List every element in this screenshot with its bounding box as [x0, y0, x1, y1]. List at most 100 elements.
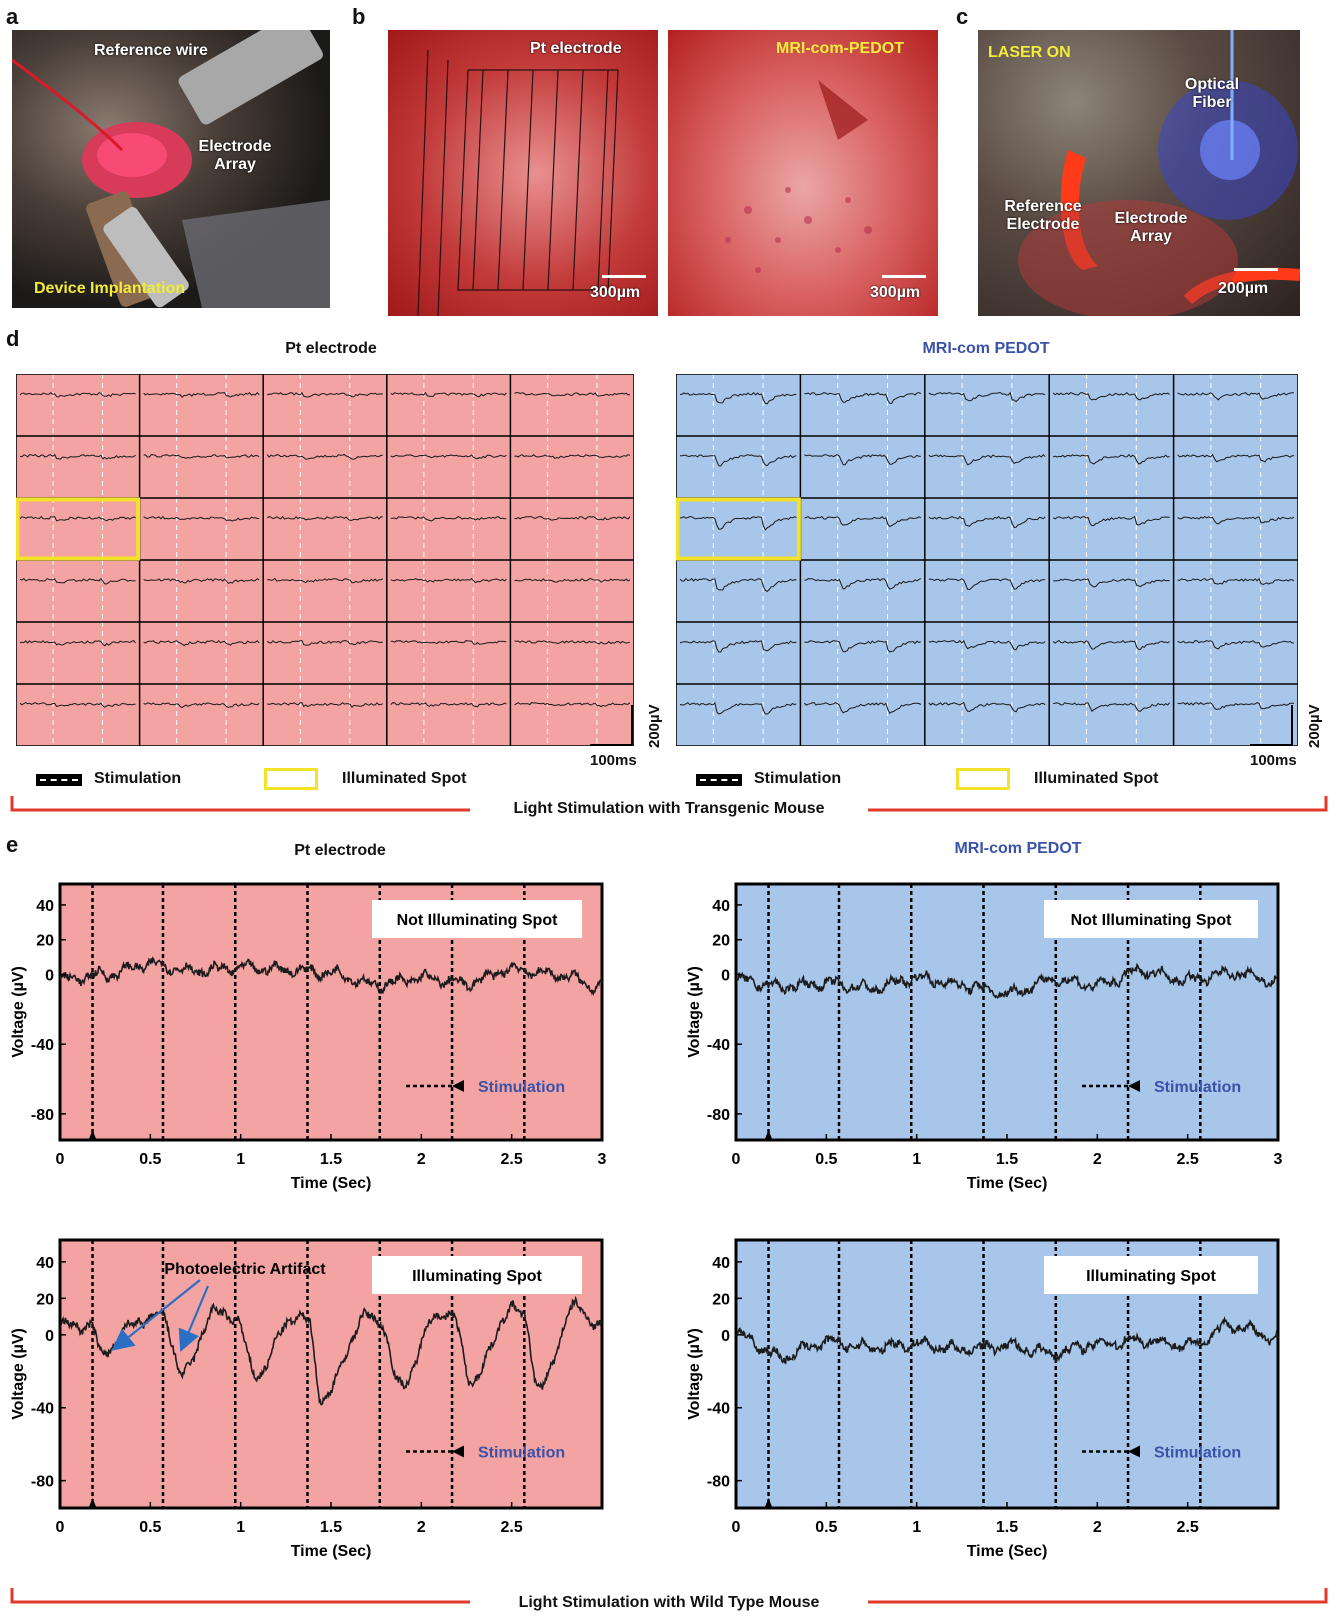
x-tick-label: 1: [912, 1151, 921, 1168]
channel-trace: [143, 640, 260, 647]
illuminated-spot-highlight: [16, 497, 141, 561]
x-tick-label: 0.5: [815, 1151, 837, 1168]
y-tick-label: -80: [31, 1474, 54, 1491]
y-axis-label: Voltage (µV): [10, 1328, 27, 1420]
y-tick-label: 0: [721, 968, 730, 985]
channel-trace: [390, 454, 507, 460]
channel-trace: [804, 454, 921, 466]
annotation-box: [1044, 900, 1258, 938]
stimulation-onset-marker: [88, 1130, 97, 1140]
electrode-array-label: Electrode Array: [1114, 210, 1188, 245]
y-tick-label: 0: [45, 968, 54, 985]
channel-trace: [390, 391, 507, 398]
x-tick-label: 1.5: [996, 1151, 1018, 1168]
x-tick-label: 3: [598, 1151, 607, 1168]
channel-trace: [1052, 515, 1170, 527]
pedot-not-illuminating-chart: 40 20 0 -40 -80 0 0.5 1 1.5 2 2.5 3 Time (Sec) Voltag…: [686, 882, 1283, 1192]
channel-trace: [143, 454, 260, 459]
channel-trace: [19, 453, 136, 460]
channel-trace: [679, 516, 797, 531]
scale-bar: [602, 275, 646, 278]
optical-fiber-label: Optical Fiber: [1184, 76, 1240, 111]
channel-trace: [679, 454, 797, 467]
channel-trace: [390, 516, 507, 522]
panel-label-e: e: [6, 832, 19, 857]
y-tick-label: 0: [721, 1328, 730, 1345]
stimulation-legend-arrow: [452, 1445, 464, 1458]
photoelectric-artifact-label: Photoelectric Artifact: [164, 1261, 326, 1278]
channel-trace: [679, 701, 797, 715]
mri-com-pedot-title: MRI-com PEDOT: [954, 840, 1082, 857]
device-implantation-photo: Reference wire Electrode Array Device Im…: [12, 30, 330, 308]
channel-trace: [514, 578, 631, 583]
stimulation-onset-marker: [764, 1130, 773, 1140]
channel-trace: [1053, 702, 1170, 712]
channel-trace: [679, 391, 797, 405]
channel-trace: [1052, 392, 1170, 401]
x-tick-label: 0: [732, 1519, 741, 1536]
channel-trace: [1177, 453, 1295, 463]
scale-bar: [590, 705, 633, 746]
channel-trace: [804, 578, 922, 590]
x-tick-label: 1: [912, 1519, 921, 1536]
scale-time-label: 100ms: [1250, 752, 1297, 769]
pt-electrode-trace-grid: [16, 374, 634, 746]
x-tick-label: 0: [56, 1519, 65, 1536]
channel-trace: [804, 515, 922, 528]
channel-trace: [928, 391, 1046, 403]
annotation-box: [1044, 1256, 1258, 1294]
annotation-label: Illuminating Spot: [412, 1268, 542, 1285]
x-tick-label: 0: [732, 1151, 741, 1168]
channel-trace: [679, 577, 797, 592]
channel-trace: [514, 702, 631, 708]
stimulation-onset-marker: [88, 1498, 97, 1508]
stimulation-legend-label: Stimulation: [94, 770, 182, 787]
x-axis-label: Time (Sec): [291, 1543, 372, 1560]
channel-trace: [514, 454, 631, 460]
wild-type-bracket-label: Light Stimulation with Wild Type Mouse: [518, 1594, 820, 1611]
stimulation-legend-arrow: [1128, 1445, 1140, 1458]
channel-trace: [1177, 640, 1295, 650]
channel-trace: [928, 578, 1046, 591]
channel-trace: [804, 640, 921, 653]
channel-trace: [267, 577, 384, 584]
panel-label-a: a: [6, 4, 19, 29]
channel-trace: [390, 640, 507, 645]
x-tick-label: 2: [417, 1519, 426, 1536]
pt-electrode-title: Pt electrode: [285, 340, 377, 357]
pt-electrode-photo-label: Pt electrode: [530, 40, 622, 57]
panel-label-b: b: [352, 4, 366, 29]
channel-trace: [267, 702, 383, 708]
x-tick-label: 2.5: [501, 1151, 523, 1168]
stimulation-onset-marker: [764, 1498, 773, 1508]
stimulation-legend-label: Stimulation: [754, 770, 842, 787]
channel-trace: [804, 702, 922, 714]
channel-trace: [1177, 577, 1295, 586]
channel-trace: [266, 454, 383, 460]
channel-trace: [19, 392, 136, 398]
x-tick-label: 2.5: [1177, 1519, 1199, 1536]
x-tick-label: 3: [1274, 1151, 1283, 1168]
mri-com-pedot-trace-grid: [676, 374, 1298, 746]
channel-trace: [1053, 453, 1170, 465]
channel-trace: [1177, 392, 1295, 401]
x-tick-label: 0.5: [139, 1519, 161, 1536]
channel-trace: [514, 640, 631, 645]
channel-trace: [514, 516, 631, 521]
stimulation-legend-label: Stimulation: [1154, 1079, 1241, 1096]
stimulation-legend-arrow: [1128, 1080, 1140, 1093]
scale-time-label: 100ms: [590, 752, 637, 769]
stimulation-legend-label: Stimulation: [1154, 1444, 1241, 1461]
channel-trace: [1177, 702, 1295, 711]
channel-trace: [928, 639, 1046, 651]
channel-trace: [1053, 578, 1170, 588]
voltage-trace: [59, 956, 603, 997]
illuminated-spot-legend-swatch: [264, 768, 318, 790]
x-axis-label: Time (Sec): [967, 1175, 1048, 1192]
stimulation-legend-label: Stimulation: [478, 1444, 565, 1461]
channel-trace: [1052, 639, 1170, 651]
annotation-box: [372, 1256, 582, 1294]
x-tick-label: 0: [56, 1151, 65, 1168]
stimulation-legend-arrow: [452, 1080, 464, 1093]
device-implantation-label: Device Implantation: [34, 280, 186, 297]
